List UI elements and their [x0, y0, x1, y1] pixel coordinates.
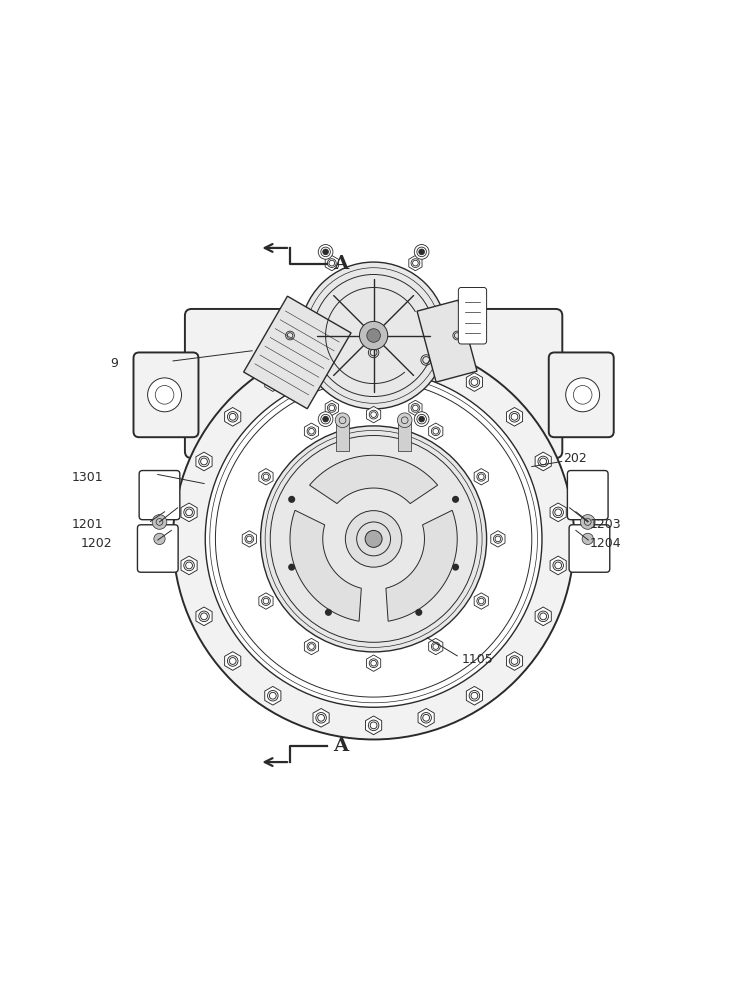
Circle shape: [367, 329, 381, 342]
Circle shape: [580, 515, 595, 529]
Polygon shape: [386, 510, 457, 621]
Polygon shape: [313, 351, 330, 369]
Polygon shape: [467, 373, 483, 391]
Polygon shape: [225, 652, 241, 670]
Polygon shape: [259, 593, 273, 609]
Polygon shape: [451, 328, 464, 343]
Polygon shape: [550, 556, 566, 575]
Polygon shape: [290, 510, 362, 621]
Polygon shape: [181, 556, 197, 575]
Polygon shape: [535, 452, 551, 471]
Polygon shape: [181, 503, 197, 522]
Polygon shape: [243, 296, 351, 409]
Text: 1201: 1201: [72, 518, 104, 531]
Polygon shape: [409, 255, 422, 271]
Polygon shape: [474, 593, 488, 609]
Polygon shape: [196, 607, 212, 626]
Circle shape: [414, 412, 429, 426]
Polygon shape: [242, 531, 257, 547]
Circle shape: [154, 533, 165, 545]
Polygon shape: [259, 469, 273, 485]
Polygon shape: [507, 407, 523, 426]
Text: A: A: [333, 255, 348, 273]
Circle shape: [300, 262, 447, 409]
Circle shape: [319, 412, 333, 426]
Circle shape: [365, 530, 382, 547]
FancyBboxPatch shape: [567, 471, 608, 520]
Circle shape: [206, 371, 542, 707]
FancyBboxPatch shape: [549, 352, 614, 437]
Polygon shape: [325, 400, 338, 416]
Circle shape: [319, 245, 333, 259]
Circle shape: [416, 610, 421, 615]
Text: 1203: 1203: [590, 518, 621, 531]
Text: 1105: 1105: [461, 653, 493, 666]
Polygon shape: [429, 638, 443, 655]
FancyBboxPatch shape: [185, 309, 562, 458]
Text: 202: 202: [563, 452, 587, 465]
Polygon shape: [409, 400, 422, 416]
Circle shape: [359, 321, 388, 350]
Circle shape: [418, 249, 424, 255]
Polygon shape: [467, 686, 483, 705]
Circle shape: [566, 378, 599, 412]
Polygon shape: [310, 455, 437, 504]
Circle shape: [418, 416, 424, 422]
Polygon shape: [367, 655, 381, 671]
Circle shape: [152, 515, 167, 529]
FancyBboxPatch shape: [133, 352, 198, 437]
Polygon shape: [491, 531, 505, 547]
Circle shape: [453, 564, 459, 570]
Circle shape: [147, 378, 182, 412]
Polygon shape: [474, 469, 488, 485]
Circle shape: [582, 533, 593, 545]
Polygon shape: [284, 328, 297, 343]
Text: 9: 9: [110, 357, 118, 370]
Circle shape: [289, 564, 295, 570]
Polygon shape: [535, 607, 551, 626]
Polygon shape: [550, 503, 566, 522]
Circle shape: [397, 413, 412, 428]
Circle shape: [453, 497, 459, 502]
Polygon shape: [429, 423, 443, 439]
Polygon shape: [305, 638, 319, 655]
Circle shape: [173, 338, 574, 739]
Circle shape: [323, 416, 328, 422]
Text: 1301: 1301: [72, 471, 104, 484]
FancyBboxPatch shape: [138, 525, 178, 572]
Polygon shape: [417, 300, 477, 382]
Polygon shape: [305, 423, 319, 439]
Bar: [399, 420, 411, 451]
Polygon shape: [507, 652, 523, 670]
Polygon shape: [325, 255, 338, 271]
Bar: [336, 420, 348, 451]
Polygon shape: [365, 716, 382, 735]
Polygon shape: [365, 343, 382, 362]
Circle shape: [289, 497, 295, 502]
Circle shape: [414, 245, 429, 259]
Polygon shape: [418, 351, 434, 369]
Text: 1202: 1202: [81, 537, 112, 550]
Circle shape: [346, 511, 402, 567]
Circle shape: [326, 610, 331, 615]
Polygon shape: [418, 708, 434, 727]
Polygon shape: [313, 708, 330, 727]
Circle shape: [261, 426, 487, 652]
Polygon shape: [265, 686, 281, 705]
Polygon shape: [225, 407, 241, 426]
Text: 1204: 1204: [590, 537, 621, 550]
Text: A: A: [333, 737, 348, 755]
Polygon shape: [265, 373, 281, 391]
FancyBboxPatch shape: [569, 525, 609, 572]
FancyBboxPatch shape: [459, 287, 487, 344]
Polygon shape: [367, 406, 381, 423]
Polygon shape: [196, 452, 212, 471]
Circle shape: [335, 413, 350, 428]
Circle shape: [323, 249, 328, 255]
FancyBboxPatch shape: [139, 471, 180, 520]
